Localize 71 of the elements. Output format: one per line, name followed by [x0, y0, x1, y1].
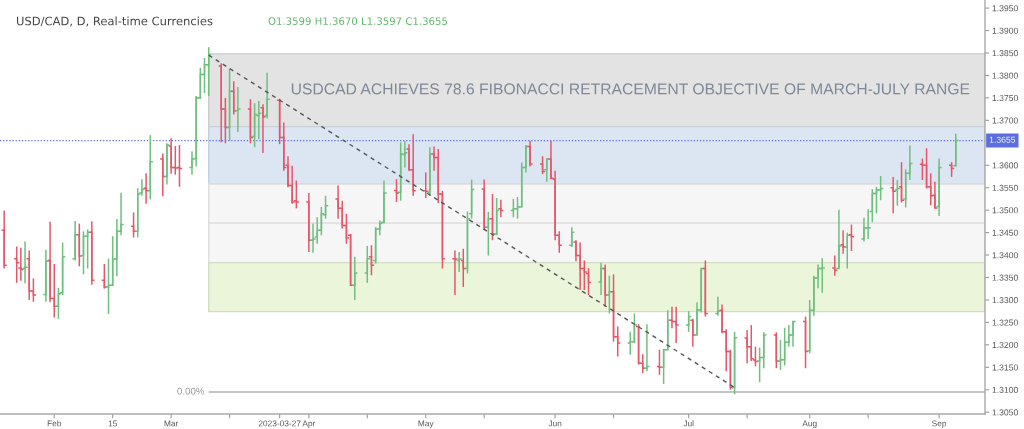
candlestick	[260, 103, 266, 154]
candlestick	[577, 241, 583, 291]
candlestick	[669, 305, 675, 329]
candlestick	[790, 320, 796, 348]
candlestick	[168, 137, 174, 175]
candlestick	[761, 331, 767, 369]
y-tick-label: 1.3550	[992, 184, 1018, 191]
x-tick-label: Mar	[164, 420, 179, 427]
candlestick	[18, 247, 24, 282]
y-tick-label: 1.3700	[992, 117, 1018, 124]
x-tick-label: 2023-03-27	[258, 420, 301, 427]
y-tick-label: 1.3600	[992, 162, 1018, 169]
candlestick	[932, 181, 938, 210]
ref-line-label: 1.3655	[989, 136, 1016, 143]
y-tick-label: 1.3400	[992, 252, 1018, 259]
x-tick-label: May	[418, 420, 434, 429]
candlestick	[690, 318, 696, 348]
candlestick	[289, 164, 295, 205]
candlestick	[498, 199, 504, 219]
candlestick	[264, 71, 270, 120]
y-tick-label: 1.3200	[992, 341, 1018, 349]
y-tick-label: 1.3900	[992, 27, 1018, 34]
candlestick	[256, 100, 262, 140]
y-tick-label: 1.3100	[992, 386, 1018, 393]
candlestick	[293, 179, 299, 210]
candlestick	[544, 157, 550, 183]
candlestick	[673, 305, 679, 344]
y-tick-label: 1.3350	[992, 274, 1018, 281]
candlestick	[894, 179, 900, 207]
x-tick-label: Jul	[683, 420, 694, 427]
candlestick	[744, 329, 750, 365]
annotation: 0.00%	[177, 387, 205, 395]
y-tick-label: 1.3050	[992, 409, 1018, 416]
candlestick	[452, 249, 458, 296]
candlestick	[527, 140, 533, 168]
candlestick	[598, 261, 604, 296]
candlestick	[840, 229, 846, 255]
candlestick	[235, 86, 241, 133]
candlestick	[819, 257, 825, 294]
y-tick-label: 1.3250	[992, 319, 1018, 326]
annotation: USDCAD ACHIEVES 78.6 FIBONACCI RETRACEMENT OBJECTIVE OF MARCH-JULY RANGE	[291, 83, 970, 95]
y-tick-label: 1.3750	[992, 94, 1018, 102]
y-tick-label: 1.3150	[992, 364, 1018, 371]
x-tick-label: Feb	[47, 420, 62, 427]
text: USD/CAD, D, Real-time Currencies	[17, 16, 213, 27]
y-tick-label: 1.3300	[992, 297, 1018, 304]
x-tick-label: Apr	[302, 420, 316, 429]
y-tick-label: 1.3850	[992, 50, 1018, 57]
y-tick-label: 1.3450	[992, 229, 1018, 236]
candlestick	[715, 296, 721, 317]
text: O1.3599 H1.3670 L1.3597 C1.3655	[268, 17, 448, 25]
x-tick-label: Jun	[548, 420, 562, 427]
candlestick	[410, 133, 416, 197]
candlestick	[878, 175, 884, 202]
candlestick	[105, 257, 112, 315]
candlestick	[352, 256, 358, 301]
x-tick-label: Sep	[932, 420, 947, 429]
candlestick	[569, 226, 575, 248]
candlestick	[848, 223, 855, 252]
candlestick	[836, 208, 842, 270]
y-tick-label: 1.3950	[992, 5, 1018, 12]
candlestick	[890, 176, 896, 215]
candlestick	[644, 323, 650, 373]
candlestick	[832, 254, 838, 277]
candlestick	[160, 152, 166, 197]
y-tick-label: 1.3800	[992, 72, 1018, 79]
candlestick	[456, 251, 462, 273]
candlestick	[861, 217, 867, 243]
x-tick-label: 15	[108, 420, 117, 427]
y-tick-label: 1.3500	[992, 207, 1018, 214]
x-tick-label: Aug	[802, 420, 817, 429]
